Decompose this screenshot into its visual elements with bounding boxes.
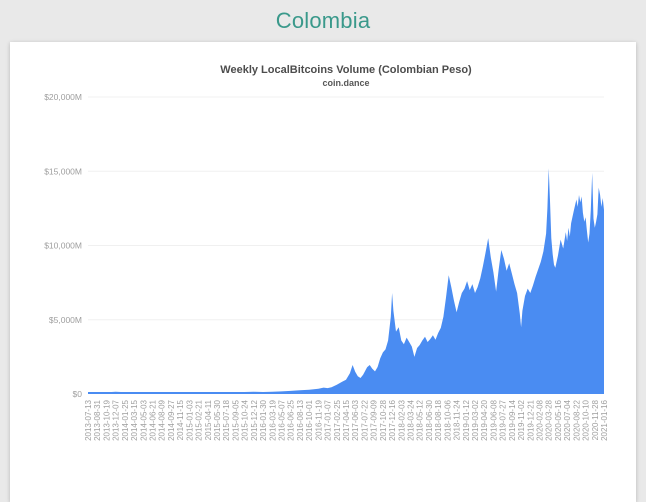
svg-text:2016-03-19: 2016-03-19 xyxy=(268,399,277,440)
svg-text:$5,000M: $5,000M xyxy=(49,315,82,325)
svg-text:2020-05-16: 2020-05-16 xyxy=(554,399,563,440)
svg-text:2020-07-04: 2020-07-04 xyxy=(563,399,572,440)
svg-text:2013-10-19: 2013-10-19 xyxy=(102,399,111,440)
svg-text:2016-10-01: 2016-10-01 xyxy=(305,399,314,440)
svg-text:2018-05-12: 2018-05-12 xyxy=(416,399,425,440)
svg-text:2020-03-28: 2020-03-28 xyxy=(545,399,554,440)
svg-text:2016-01-30: 2016-01-30 xyxy=(259,399,268,440)
svg-text:$0: $0 xyxy=(73,389,83,399)
svg-text:2013-08-31: 2013-08-31 xyxy=(93,399,102,440)
volume-area-series xyxy=(88,168,604,394)
page-header: Colombia xyxy=(0,0,646,42)
svg-text:2018-02-03: 2018-02-03 xyxy=(397,399,406,440)
svg-text:2015-05-30: 2015-05-30 xyxy=(213,399,222,440)
svg-text:2020-02-08: 2020-02-08 xyxy=(536,399,545,440)
gridlines xyxy=(88,96,604,321)
svg-text:2020-08-22: 2020-08-22 xyxy=(572,399,581,440)
svg-text:2016-11-19: 2016-11-19 xyxy=(314,399,323,440)
svg-text:2017-10-28: 2017-10-28 xyxy=(379,399,388,440)
svg-text:2018-08-18: 2018-08-18 xyxy=(434,399,443,440)
svg-text:2019-11-02: 2019-11-02 xyxy=(517,399,526,440)
svg-text:$10,000M: $10,000M xyxy=(44,241,82,251)
svg-text:2019-03-02: 2019-03-02 xyxy=(471,399,480,440)
svg-text:2021-01-16: 2021-01-16 xyxy=(600,399,609,440)
svg-text:2019-09-14: 2019-09-14 xyxy=(508,399,517,440)
svg-text:2016-08-13: 2016-08-13 xyxy=(296,399,305,440)
svg-text:2013-07-13: 2013-07-13 xyxy=(84,399,93,440)
svg-text:$15,000M: $15,000M xyxy=(44,166,82,176)
svg-text:2017-06-03: 2017-06-03 xyxy=(351,399,360,440)
chart-card: Weekly LocalBitcoins Volume (Colombian P… xyxy=(10,42,636,502)
svg-text:2017-09-09: 2017-09-09 xyxy=(370,399,379,440)
svg-text:2019-07-27: 2019-07-27 xyxy=(499,399,508,440)
volume-area-chart: $0 $5,000M $10,000M $15,000M $20,000M 2013-07… xyxy=(44,92,609,441)
svg-text:2020-11-28: 2020-11-28 xyxy=(591,399,600,440)
svg-text:2019-04-20: 2019-04-20 xyxy=(480,399,489,440)
svg-text:2020-10-10: 2020-10-10 xyxy=(582,399,591,440)
svg-text:2016-06-25: 2016-06-25 xyxy=(287,399,296,440)
svg-text:2018-10-06: 2018-10-06 xyxy=(443,399,452,440)
page-title: Colombia xyxy=(275,8,371,33)
svg-text:2014-08-09: 2014-08-09 xyxy=(158,399,167,440)
svg-text:2015-12-12: 2015-12-12 xyxy=(250,399,259,440)
svg-text:2017-01-07: 2017-01-07 xyxy=(324,399,333,440)
svg-text:2017-04-15: 2017-04-15 xyxy=(342,399,351,440)
y-axis-labels: $0 $5,000M $10,000M $15,000M $20,000M xyxy=(44,92,82,399)
svg-text:2019-06-08: 2019-06-08 xyxy=(489,399,498,440)
svg-text:2015-10-24: 2015-10-24 xyxy=(241,399,250,440)
svg-text:2015-04-11: 2015-04-11 xyxy=(204,399,213,440)
svg-text:2016-05-07: 2016-05-07 xyxy=(278,399,287,440)
svg-text:2014-03-15: 2014-03-15 xyxy=(130,399,139,440)
svg-text:2018-06-30: 2018-06-30 xyxy=(425,399,434,440)
chart-subtitle: coin.dance xyxy=(322,78,370,88)
svg-text:2014-05-03: 2014-05-03 xyxy=(139,399,148,440)
svg-text:2013-12-07: 2013-12-07 xyxy=(112,399,121,440)
svg-text:2019-01-12: 2019-01-12 xyxy=(462,399,471,440)
chart-title: Weekly LocalBitcoins Volume (Colombian P… xyxy=(220,64,472,76)
svg-text:2018-11-24: 2018-11-24 xyxy=(453,399,462,440)
svg-text:2014-09-27: 2014-09-27 xyxy=(167,399,176,440)
svg-text:2015-09-05: 2015-09-05 xyxy=(231,399,240,440)
svg-text:2015-02-21: 2015-02-21 xyxy=(195,399,204,440)
svg-text:2017-02-25: 2017-02-25 xyxy=(333,399,342,440)
svg-text:2014-01-25: 2014-01-25 xyxy=(121,399,130,440)
svg-text:2014-11-15: 2014-11-15 xyxy=(176,399,185,440)
svg-text:2015-01-03: 2015-01-03 xyxy=(185,399,194,440)
svg-text:2019-12-21: 2019-12-21 xyxy=(526,399,535,440)
svg-text:$20,000M: $20,000M xyxy=(44,92,82,102)
svg-text:2017-07-22: 2017-07-22 xyxy=(360,399,369,440)
x-axis-labels: 2013-07-13 2013-08-31 2013-10-19 2013-12-07… xyxy=(84,399,609,440)
svg-text:2018-03-24: 2018-03-24 xyxy=(407,399,416,440)
svg-text:2015-07-18: 2015-07-18 xyxy=(222,399,231,440)
svg-text:2017-12-16: 2017-12-16 xyxy=(388,399,397,440)
svg-text:2014-06-21: 2014-06-21 xyxy=(149,399,158,440)
